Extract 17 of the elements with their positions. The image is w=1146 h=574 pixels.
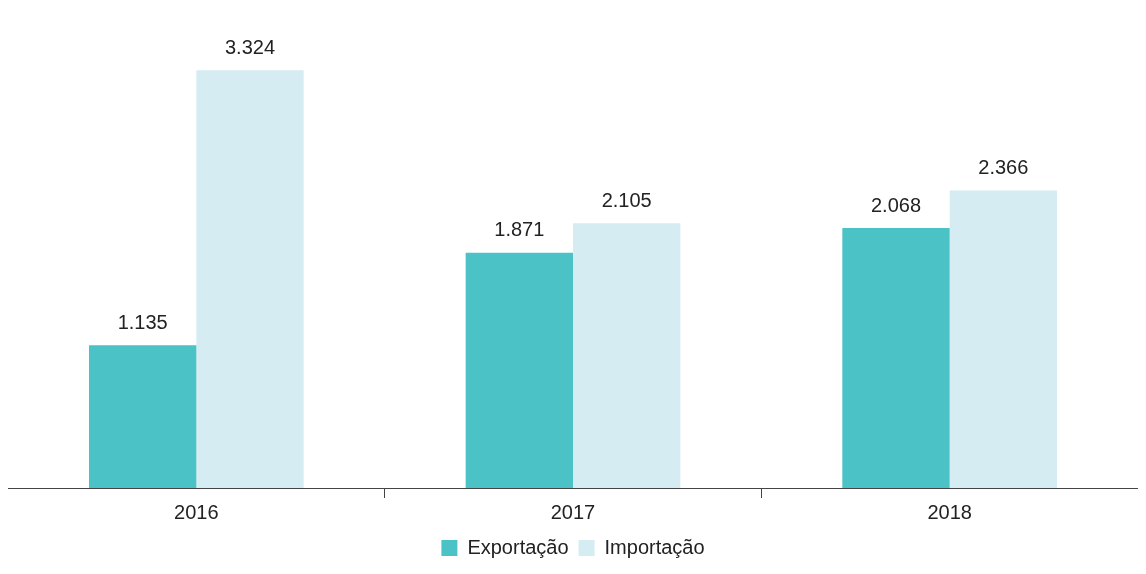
data-label: 2.366: [978, 156, 1029, 179]
x-tick-label: 2017: [550, 500, 596, 523]
bar: [949, 190, 1058, 488]
bar: [196, 70, 304, 488]
x-tick-label: 2016: [174, 500, 219, 523]
data-label: 2.105: [601, 188, 652, 211]
legend-label: Exportação: [467, 535, 569, 558]
data-label: 2.068: [870, 193, 922, 216]
data-label: 1.135: [117, 310, 168, 333]
bar: [842, 228, 950, 488]
data-label: 3.324: [224, 35, 276, 58]
legend-label: Importação: [604, 535, 705, 558]
bar: [573, 223, 681, 488]
bar: [88, 345, 197, 488]
bar: [465, 252, 573, 488]
data-label: 1.871: [494, 218, 545, 241]
x-tick-label: 2018: [927, 500, 972, 523]
